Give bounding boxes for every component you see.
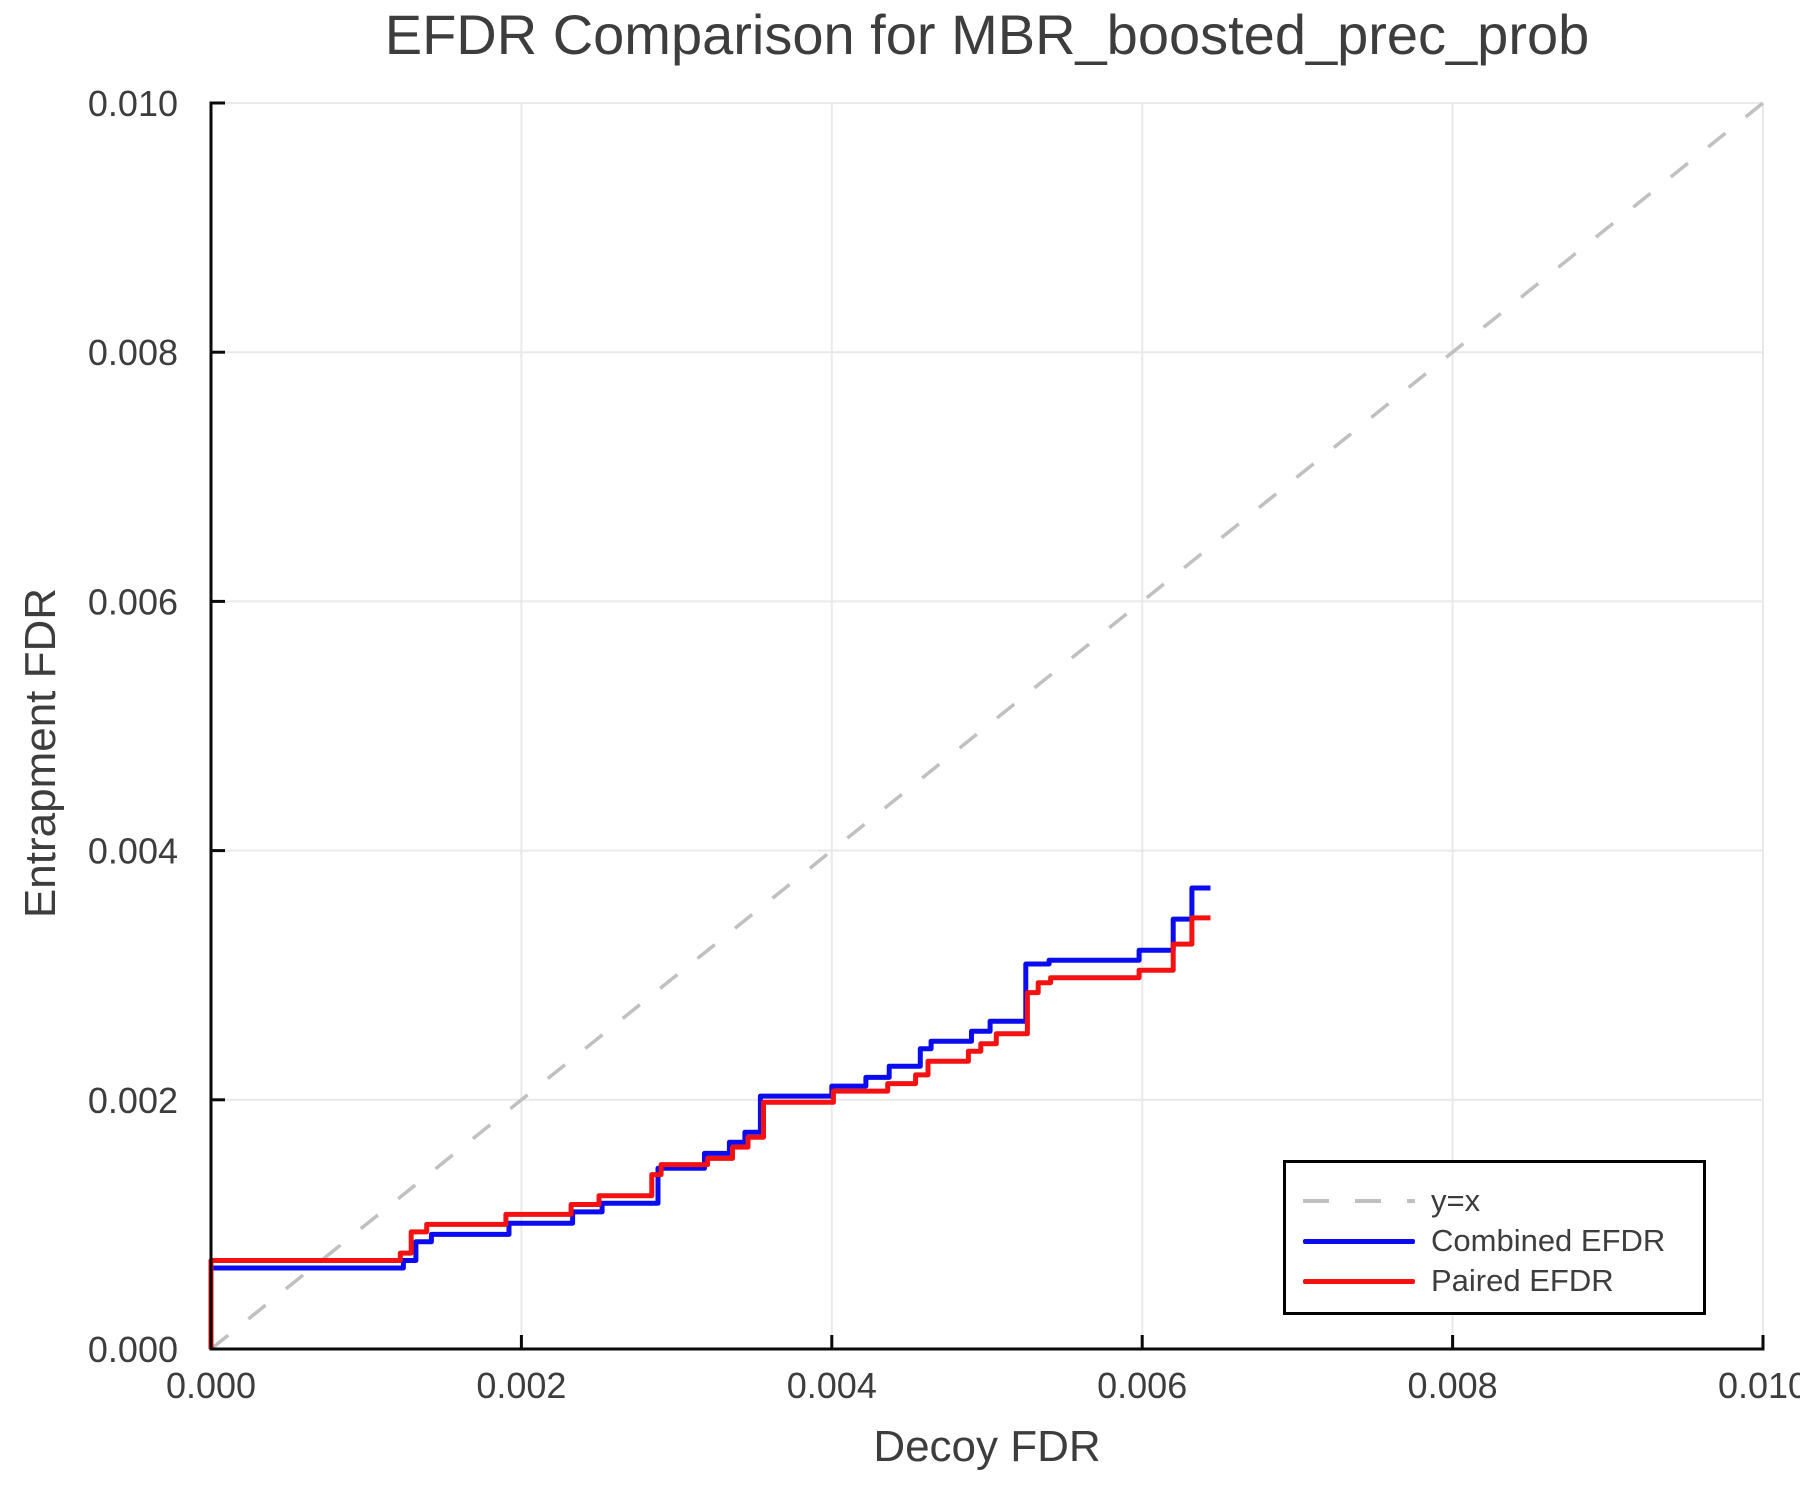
y-tick-label: 0.004	[88, 831, 178, 872]
x-tick-label: 0.010	[1718, 1365, 1800, 1406]
axis-tick-labels: 0.000 0.002 0.004 0.006 0.008 0.010 0.000 0.002…	[88, 83, 1800, 1406]
y-tick-label: 0.010	[88, 83, 178, 124]
chart-title: EFDR Comparison for MBR_boosted_prec_pro…	[384, 3, 1590, 66]
x-tick-label: 0.008	[1408, 1365, 1498, 1406]
x-tick-label: 0.000	[166, 1365, 256, 1406]
x-tick-label: 0.006	[1097, 1365, 1187, 1406]
y-tick-label: 0.008	[88, 332, 178, 373]
series-paired-efdr	[208, 915, 1211, 1349]
legend-sample-red-line	[1303, 1278, 1415, 1284]
legend-entry-paired-efdr: Paired EFDR	[1286, 1261, 1703, 1301]
legend-label: y=x	[1431, 1183, 1481, 1218]
y-tick-label: 0.006	[88, 581, 178, 622]
legend-label: Paired EFDR	[1431, 1263, 1614, 1298]
x-axis-label: Decoy FDR	[873, 1422, 1101, 1471]
legend-label: Combined EFDR	[1431, 1223, 1666, 1258]
y-tick-label: 0.000	[88, 1329, 178, 1370]
legend: y=x Combined EFDR Paired EFDR	[1283, 1160, 1706, 1315]
legend-sample-blue-line	[1303, 1238, 1415, 1244]
legend-entry-combined-efdr: Combined EFDR	[1286, 1221, 1703, 1261]
data-series	[208, 885, 1211, 1349]
y-tick-label: 0.002	[88, 1080, 178, 1121]
legend-entry-y-equals-x: y=x	[1286, 1181, 1703, 1221]
series-combined-efdr	[208, 885, 1211, 1349]
gridlines	[211, 102, 1764, 1349]
axis-ticks	[209, 101, 1765, 1351]
x-tick-label: 0.004	[787, 1365, 877, 1406]
legend-sample-dashed-line	[1303, 1199, 1415, 1203]
x-tick-label: 0.002	[476, 1365, 566, 1406]
y-axis-label: Entrapment FDR	[16, 587, 65, 919]
